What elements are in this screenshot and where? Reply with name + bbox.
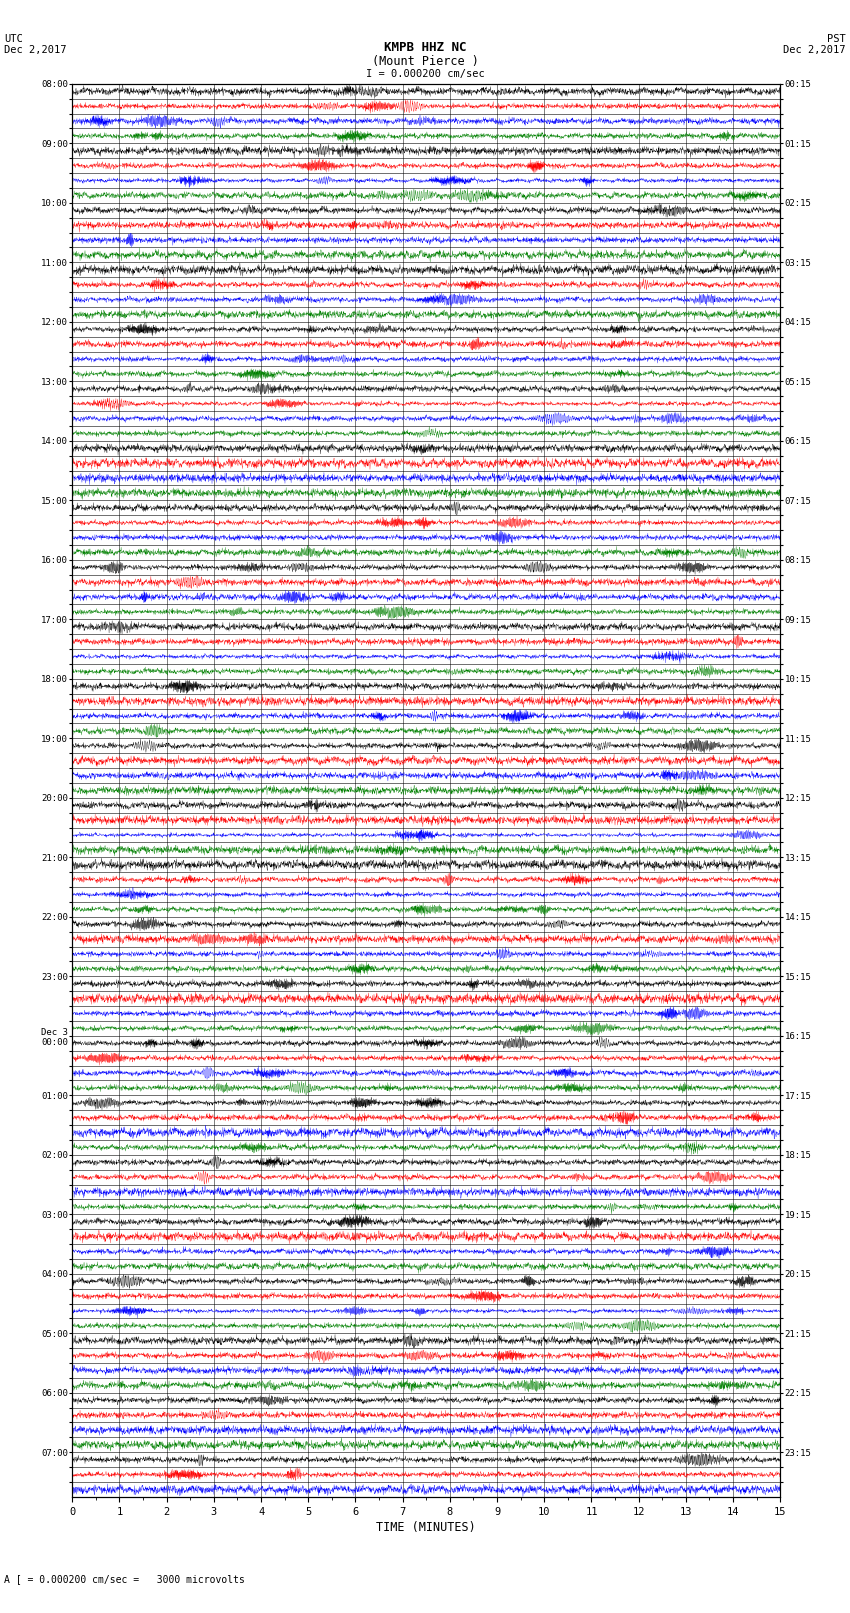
Text: Dec 2,2017: Dec 2,2017	[4, 45, 67, 55]
Text: PST: PST	[827, 34, 846, 44]
Text: (Mount Pierce ): (Mount Pierce )	[371, 55, 479, 68]
Text: I = 0.000200 cm/sec: I = 0.000200 cm/sec	[366, 69, 484, 79]
Text: UTC: UTC	[4, 34, 23, 44]
Text: A [ = 0.000200 cm/sec =   3000 microvolts: A [ = 0.000200 cm/sec = 3000 microvolts	[4, 1574, 245, 1584]
Text: KMPB HHZ NC: KMPB HHZ NC	[383, 40, 467, 55]
X-axis label: TIME (MINUTES): TIME (MINUTES)	[377, 1521, 476, 1534]
Text: Dec 2,2017: Dec 2,2017	[783, 45, 846, 55]
